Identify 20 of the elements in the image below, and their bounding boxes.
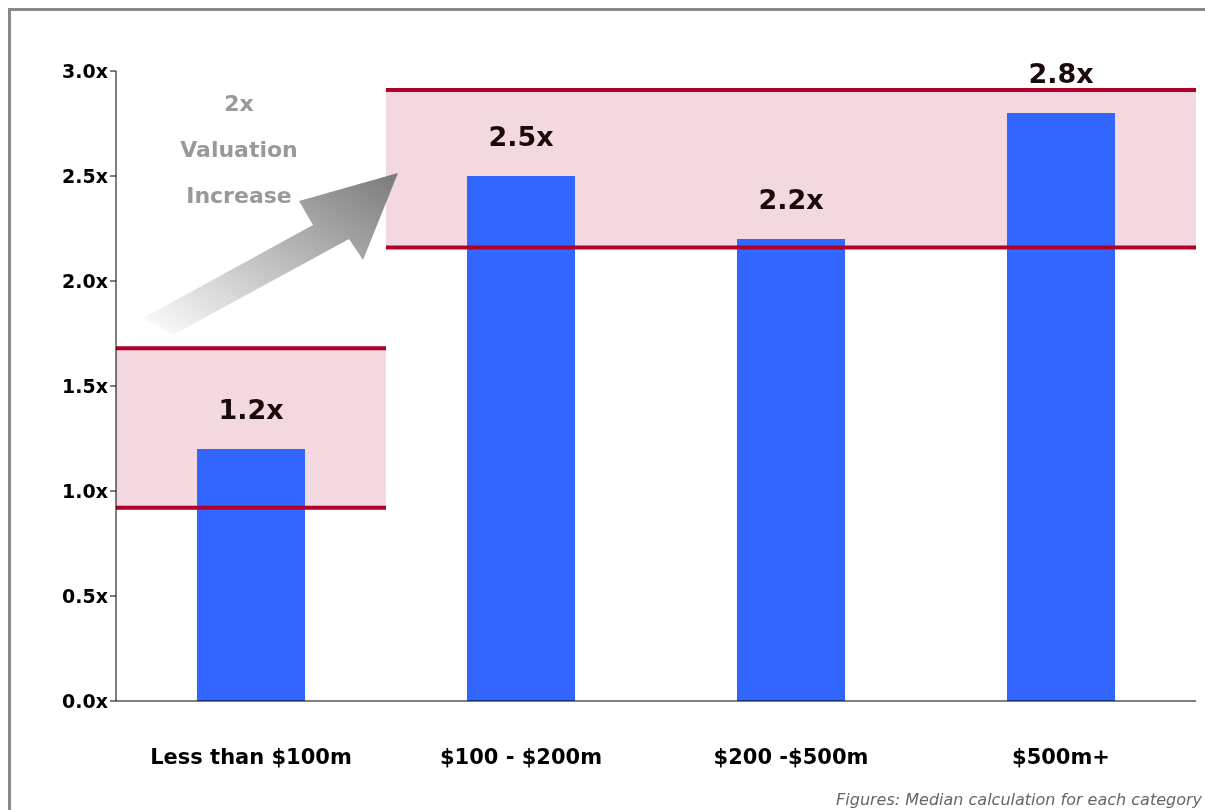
y-tick-label: 1.5x [62, 374, 108, 397]
y-tick-label: 2.5x [62, 164, 108, 187]
x-tick-label: $500m+ [1012, 744, 1110, 769]
annotation: 2x Valuation Increase [180, 91, 298, 208]
y-tick-label: 0.5x [62, 584, 108, 607]
x-tick-label: $100 - $200m [439, 744, 603, 769]
x-tick-label: $200 -$500m [713, 744, 869, 769]
data-label: 1.2x [218, 394, 284, 425]
text: Figures: Median calculation for each category [836, 790, 1202, 809]
y-tick-label: 3.0x [62, 59, 108, 82]
data-label: 2.8x [1028, 58, 1094, 89]
y-tick-label: 0.0x [62, 689, 108, 712]
y-tick-label: 1.0x [62, 479, 108, 502]
y-tick-label: 2.0x [62, 269, 108, 292]
bar [1007, 113, 1115, 701]
x-tick-label: Less than $100m [150, 744, 352, 769]
data-label: 2.5x [488, 121, 554, 152]
data-label: 2.2x [758, 184, 824, 215]
bar [467, 176, 575, 701]
bar [737, 239, 845, 701]
